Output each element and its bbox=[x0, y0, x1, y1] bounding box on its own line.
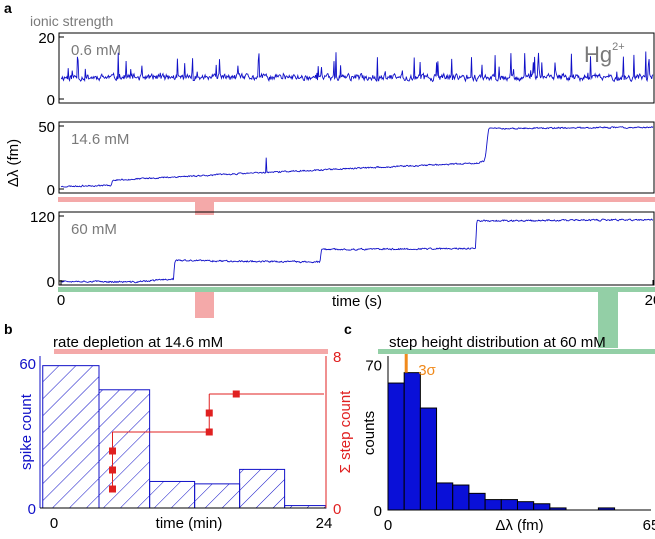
red-band-vertical-bottom bbox=[195, 288, 214, 318]
green-band-vertical bbox=[598, 288, 618, 348]
y-tick-label: 20 bbox=[38, 30, 55, 47]
y-tick-label: 120 bbox=[30, 209, 55, 226]
chart-title: step height distribution at 60 mM bbox=[389, 334, 606, 351]
step-marker bbox=[205, 428, 213, 436]
step-marker bbox=[109, 447, 116, 455]
plot-frame bbox=[58, 32, 655, 104]
histogram-bar bbox=[468, 492, 486, 511]
panel-c-letter: c bbox=[344, 321, 352, 337]
concentration-label: 0.6 mM bbox=[71, 42, 121, 59]
ion-label: Hg2+ bbox=[584, 41, 625, 67]
spike-count-bar bbox=[194, 483, 241, 509]
histogram-bar bbox=[452, 484, 470, 511]
x-tick-label: 0 bbox=[50, 515, 58, 532]
step-marker bbox=[205, 409, 213, 417]
red-band-horizontal bbox=[58, 197, 655, 202]
x-axis-label: time (s) bbox=[332, 293, 382, 310]
spike-count-bar bbox=[98, 389, 151, 509]
trace-panel-60mM: 0 120 60 mM 0 20 time (s) bbox=[30, 209, 655, 310]
spike-count-bar bbox=[149, 480, 196, 509]
histogram-bar bbox=[419, 407, 438, 511]
histogram-bar bbox=[484, 499, 502, 511]
step-marker bbox=[109, 466, 116, 474]
chart-title: rate depletion at 14.6 mM bbox=[53, 334, 223, 351]
histogram-bar bbox=[533, 503, 551, 511]
ionic-strength-label: ionic strength bbox=[30, 13, 113, 29]
concentration-label: 60 mM bbox=[71, 221, 117, 238]
histogram-bar bbox=[403, 372, 421, 511]
red-band-vertical-top bbox=[195, 197, 214, 215]
step-marker bbox=[232, 390, 240, 398]
right-axis-label: Σ step count bbox=[337, 390, 354, 473]
y-tick-label: 70 bbox=[365, 357, 382, 374]
plot-frame bbox=[58, 121, 655, 194]
panel-a-letter: a bbox=[4, 0, 12, 16]
x-axis-label: time (min) bbox=[156, 515, 223, 532]
trace-panel-14-6mM: 0 50 14.6 mM bbox=[38, 119, 655, 199]
panel-b-letter: b bbox=[4, 321, 13, 337]
histogram-bar bbox=[500, 499, 518, 511]
y-tick-label: 0 bbox=[47, 92, 55, 109]
x-tick-label: 0 bbox=[57, 292, 65, 309]
x-tick-label: 65 bbox=[643, 517, 655, 534]
y-tick-label: 0 bbox=[374, 503, 382, 520]
concentration-label: 14.6 mM bbox=[71, 131, 129, 148]
left-tick-label: 0 bbox=[28, 501, 36, 518]
green-band-horizontal bbox=[58, 287, 655, 292]
threshold-label: 3σ bbox=[418, 362, 436, 379]
histogram-bar bbox=[516, 501, 535, 511]
y-axis-label: counts bbox=[361, 411, 378, 455]
right-tick-label: 0 bbox=[333, 501, 341, 518]
red-band-b bbox=[54, 349, 328, 354]
x-tick-label: 20 bbox=[645, 292, 655, 309]
x-axis-label: Δλ (fm) bbox=[495, 517, 543, 534]
signal-trace bbox=[60, 126, 654, 188]
spike-count-bar bbox=[239, 468, 286, 509]
right-tick-label: 8 bbox=[333, 349, 341, 366]
signal-trace bbox=[60, 218, 654, 284]
shared-ylabel: Δλ (fm) bbox=[5, 139, 22, 187]
step-height-histogram: 0 70 0 65 Δλ (fm) counts step height distribut… bbox=[361, 334, 655, 534]
y-tick-label: 0 bbox=[47, 274, 55, 291]
left-tick-label: 60 bbox=[19, 356, 36, 373]
signal-trace bbox=[61, 51, 654, 83]
x-tick-label: 24 bbox=[316, 515, 333, 532]
histogram-bar bbox=[436, 482, 454, 511]
trace-panel-0-6mM: 0 20 0.6 mM bbox=[38, 30, 655, 109]
y-tick-label: 50 bbox=[38, 119, 55, 136]
green-band-c bbox=[378, 349, 655, 354]
plot-frame bbox=[58, 211, 655, 286]
histogram-bar bbox=[387, 382, 405, 511]
x-tick-label: 0 bbox=[384, 517, 392, 534]
step-marker bbox=[109, 485, 116, 493]
y-tick-label: 0 bbox=[47, 182, 55, 199]
spike-count-bar bbox=[42, 365, 100, 509]
left-axis-label: spike count bbox=[18, 393, 35, 470]
